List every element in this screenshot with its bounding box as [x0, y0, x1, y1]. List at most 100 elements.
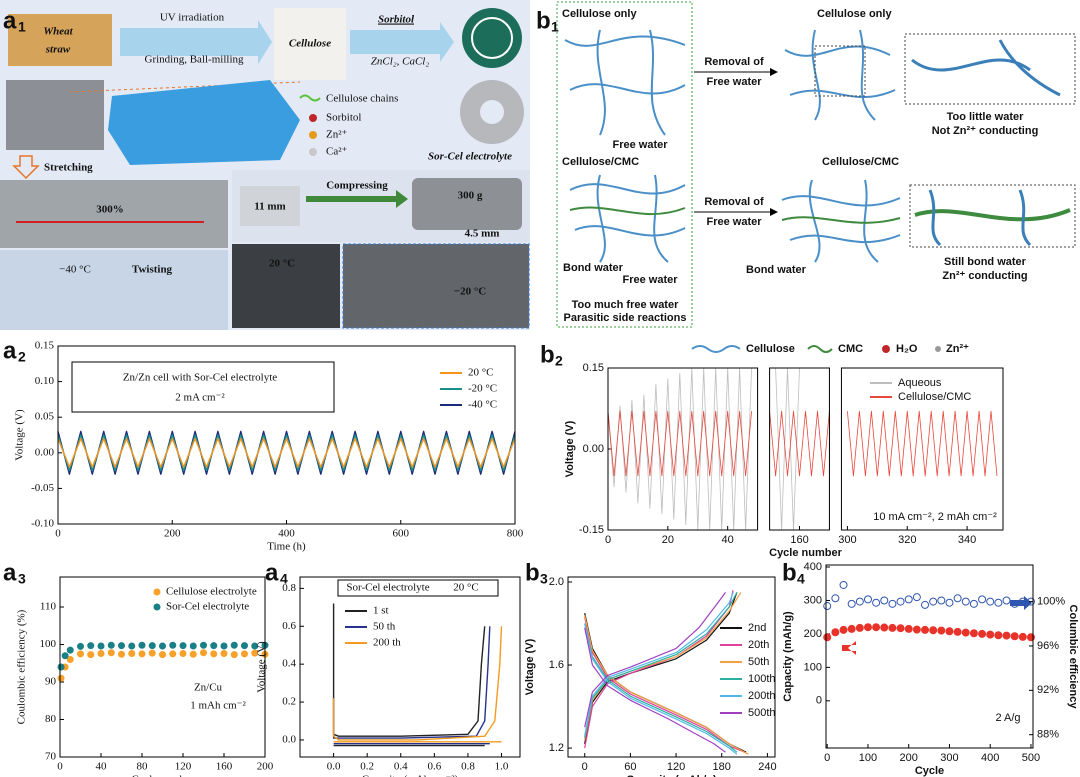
legend-label: Cellulose electrolyte: [166, 586, 257, 598]
x-tick-label: 120: [667, 761, 685, 773]
data-point: [929, 626, 938, 635]
legend-icon: [935, 346, 941, 352]
x-tick-label: 0: [55, 528, 61, 540]
data-point: [986, 597, 995, 606]
y-tick-label: 0.4: [282, 658, 296, 670]
data-point: [888, 599, 897, 608]
legend-label: Zn²⁺: [946, 343, 969, 355]
data-point: [169, 650, 177, 658]
data-line: [57, 437, 516, 468]
data-point: [241, 642, 248, 650]
legend-label: Ca²⁺: [326, 146, 348, 158]
x-tick-label: 240: [758, 761, 776, 773]
data-point: [888, 623, 897, 632]
y-axis-label: Voltage (V): [14, 409, 26, 461]
y-tick-label: 200: [804, 628, 822, 640]
plot-frame: [607, 367, 759, 531]
panel-number: 3: [18, 571, 26, 587]
y-axis-label: Voltage (V): [564, 420, 576, 477]
data-point: [66, 656, 74, 663]
ring-photo: [480, 100, 504, 124]
annotation: 2 mA cm⁻²: [175, 392, 225, 404]
data-point: [1018, 632, 1027, 641]
legend-label: 200 th: [373, 637, 401, 649]
label: ZnCl₂, CaCl₂: [371, 56, 430, 68]
label: Parasitic side reactions: [564, 312, 687, 324]
annotation: 1 mAh cm⁻²: [190, 700, 246, 712]
x-tick-label: 20: [662, 534, 674, 546]
panel-number: 4: [280, 571, 288, 587]
plot-frame: [299, 576, 521, 758]
network: [564, 29, 686, 263]
legend-label: Cellulose: [746, 343, 795, 355]
y-tick-label: 110: [40, 601, 57, 613]
data-line: [332, 603, 486, 747]
data-point: [880, 623, 889, 632]
data-point: [159, 642, 166, 650]
legend-label: Sor-Cel electrolyte: [166, 601, 249, 613]
x-tick-label: 0: [57, 761, 63, 773]
network: [911, 39, 1061, 97]
annotation: 2 A/g: [995, 712, 1020, 724]
legend-label: Cellulose chains: [326, 93, 398, 105]
x-axis-label: Cycle number: [769, 547, 842, 559]
legend-label: 1 st: [373, 605, 389, 617]
data-point: [1010, 599, 1019, 608]
data-point: [97, 642, 105, 650]
label: Free water: [706, 76, 762, 88]
annotation: Sor-Cel electrolyte: [346, 582, 429, 594]
zoom-box: [909, 184, 1076, 248]
annotation: 20 °C: [453, 582, 479, 594]
data-point: [937, 596, 946, 605]
y-tick-label: 2.0: [549, 576, 564, 588]
data-point: [138, 650, 146, 658]
network: [928, 189, 1032, 247]
data-point: [969, 599, 978, 608]
label: Sorbitol: [378, 14, 415, 26]
network: [781, 29, 901, 263]
data-point: [179, 642, 187, 650]
legend-label: 50th: [748, 656, 769, 668]
legend-icon: [309, 131, 317, 139]
panel-letter: b: [782, 559, 797, 586]
data-point: [896, 624, 905, 633]
data-line: [332, 626, 491, 745]
data-point: [77, 642, 84, 650]
label: Bond water: [746, 264, 807, 276]
data-point: [169, 641, 177, 649]
data-point: [200, 649, 207, 657]
y-tick-label: 70: [45, 751, 57, 763]
frame: [556, 1, 693, 328]
data-point: [97, 650, 105, 657]
y-tick-label: 0.0: [282, 733, 296, 745]
data-point: [57, 674, 65, 682]
y-tick-label: 100: [804, 661, 822, 673]
annotation-box: [337, 579, 499, 597]
data-point: [66, 646, 74, 654]
y-tick-label: 100%: [1037, 596, 1065, 608]
y2-axis-label: Columbic efficiency: [1067, 605, 1079, 710]
label: Still bond water: [944, 256, 1027, 268]
panel-letter: a: [3, 337, 17, 364]
x-axis-label: Capacity (mAh/g): [626, 774, 717, 777]
x-tick-label: 400: [981, 752, 999, 764]
y-tick-label: 0: [816, 695, 822, 707]
test-photo: [342, 243, 530, 329]
data-line: [584, 592, 738, 755]
x-tick-label: 100: [859, 752, 877, 764]
panel-a1: Wheat straw UV irradiation Grinding, Bal…: [0, 0, 530, 330]
data-point: [87, 651, 95, 659]
data-point: [189, 650, 197, 658]
label: Too much free water: [572, 299, 679, 311]
data-point: [1002, 631, 1011, 640]
data-point: [912, 625, 921, 634]
label: Free water: [612, 139, 668, 151]
label: Removal of: [704, 56, 764, 68]
panel-number: 2: [555, 353, 563, 369]
arrow: [350, 22, 454, 62]
arrow: [770, 68, 778, 76]
x-tick-label: 320: [898, 534, 916, 546]
data-line: [584, 592, 749, 755]
panel-letter: b: [540, 341, 555, 368]
